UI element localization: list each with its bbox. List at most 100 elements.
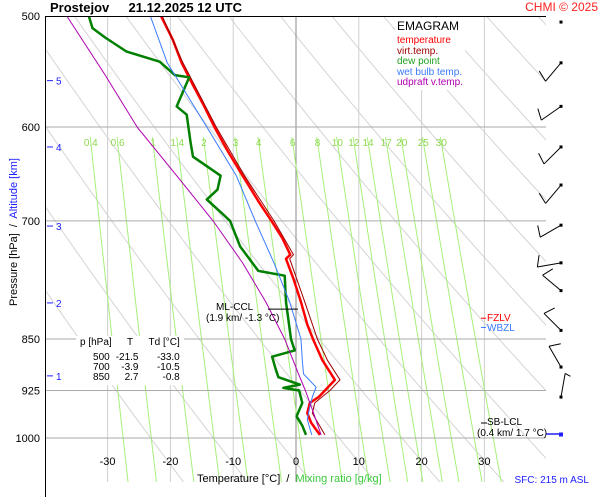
x-axis-label: Temperature [°C] / Mixing ratio [g/kg] — [197, 473, 382, 485]
mixing-ratio-label: 20 — [396, 138, 408, 149]
series-virt-temp- — [161, 16, 341, 436]
mixing-ratio-label: 2 — [201, 138, 207, 149]
table-cell: 850 — [93, 372, 110, 383]
levels-table: p [hPa] T Td [°C] 500 -21.5 -33.0 700 -3… — [76, 336, 184, 385]
dry-adiabat — [578, 4, 600, 485]
mixing-ratio-label: 1.4 — [170, 138, 184, 149]
mixing-ratio-label: 30 — [436, 138, 448, 149]
series-udpraft-v-temp- — [66, 16, 322, 436]
legend-title: EMAGRAM — [397, 19, 460, 33]
legend-temperature: temperature — [397, 35, 451, 46]
mixing-ratio-line — [116, 137, 157, 482]
altitude-tick-label: 5 — [56, 77, 62, 88]
altitude-tick-label: 3 — [56, 222, 62, 233]
wind-barb-staff — [560, 373, 566, 398]
temperature-axis-label: Temperature [°C] — [197, 473, 281, 485]
dry-adiabat — [73, 16, 441, 482]
wind-barb-flag — [538, 192, 546, 204]
wind-barb-staff — [542, 274, 562, 292]
dry-adiabat — [485, 16, 546, 83]
table-cell: -3.9 — [121, 362, 139, 373]
wbzl-label: WBZL — [487, 323, 515, 334]
mixing-ratio-line — [291, 136, 343, 482]
wind-barb-staff — [537, 262, 562, 268]
wind-barb-flag — [538, 153, 545, 165]
mixing-ratio-axis-label: Mixing ratio [g/kg] — [295, 473, 382, 485]
sb-lcl-label: SB-LCL (0.4 km/ 1.7 °C) — [477, 417, 547, 439]
legend-virt-temp: virt.temp. — [397, 45, 439, 57]
mixing-ratio-label: 4 — [256, 138, 262, 149]
x-tick-label: 30 — [478, 456, 490, 468]
wind-barb-flag — [542, 268, 554, 276]
y-tick-label: 700 — [22, 216, 40, 228]
series-temperature — [159, 16, 337, 436]
copyright: CHMI © 2025 — [525, 0, 598, 14]
legend-wet-bulb: wet bulb temp. — [397, 66, 463, 78]
mixing-ratio-label: 12 — [348, 138, 360, 149]
table-header: T — [127, 337, 134, 348]
mixing-ratio-label: 0.6 — [111, 138, 125, 149]
table-row: 500 -21.5 -33.0 — [76, 350, 184, 363]
mixing-ratio-line — [366, 136, 424, 482]
wind-barb-flag — [548, 343, 561, 347]
x-tick-label: 0 — [293, 456, 299, 468]
mixing-ratio-line — [176, 137, 221, 482]
pressure-axis-label: Pressure [hPa] — [8, 233, 20, 306]
ml-ccl-title: ML-CCL — [216, 302, 254, 313]
mixing-ratio-line — [257, 136, 307, 482]
ml-ccl-detail: (1.9 km/ -1.3 °C) — [206, 313, 280, 324]
dry-adiabat — [176, 16, 546, 459]
wind-barb-station — [559, 61, 563, 65]
ml-ccl-label: ML-CCL (1.9 km/ -1.3 °C) — [206, 302, 279, 324]
dry-adiabat — [46, 290, 185, 482]
y-tick-label: 925 — [22, 386, 40, 398]
table-cell: -10.5 — [156, 362, 180, 373]
wind-barb-flag — [537, 225, 541, 238]
wind-barb-station — [559, 20, 563, 24]
wind-barb-flag — [537, 108, 542, 121]
wind-barb-staff — [543, 146, 562, 165]
altitude-tick-label: 2 — [56, 299, 62, 310]
datetime: 21.12.2025 12 UTC — [128, 0, 242, 15]
table-row: 700 -3.9 -10.5 — [76, 363, 184, 373]
dry-adiabat — [46, 206, 249, 482]
table-cell: 2.7 — [124, 372, 139, 383]
mixing-ratio-line — [151, 137, 195, 482]
dry-adiabat — [537, 16, 546, 26]
mixing-ratio-label: 8 — [315, 138, 321, 149]
chart-title: Prostejov 21.12.2025 12 UTC — [50, 0, 242, 15]
dry-adiabat — [434, 16, 546, 141]
dry-adiabat — [228, 16, 546, 392]
wind-barb-staff — [541, 105, 562, 121]
legend-dew-point: dew point — [397, 56, 440, 67]
wind-barb-staff — [545, 62, 562, 82]
x-tick-label: -10 — [225, 456, 241, 468]
table-cell: 700 — [93, 362, 110, 373]
mixing-ratio-line — [336, 136, 391, 482]
mixing-ratio-label: 10 — [332, 138, 344, 149]
surface-wind-station — [559, 432, 563, 437]
y-axis-label: Pressure [hPa] / Altitude [km] — [8, 122, 20, 342]
y-tick-label: 1000 — [16, 433, 40, 445]
mixing-ratio-label: 3 — [233, 138, 239, 149]
mixing-ratio-line — [421, 136, 483, 482]
dry-adiabat — [331, 16, 546, 263]
x-tick-label: -20 — [162, 456, 178, 468]
wind-barb-flag — [538, 70, 546, 82]
mixing-ratio-line — [352, 136, 409, 482]
table-cell: -33.0 — [156, 352, 180, 363]
wind-barb-flag — [536, 255, 540, 268]
y-tick-label: 500 — [22, 11, 40, 23]
wind-barb-staff — [539, 224, 562, 238]
dry-adiabat — [46, 126, 313, 482]
dry-adiabat — [46, 49, 377, 482]
mixing-ratio-label: 1 — [150, 138, 156, 149]
x-tick-label: -30 — [100, 456, 116, 468]
mixing-ratio-label: 6 — [290, 138, 296, 149]
mixing-ratio-label: 0.4 — [84, 138, 98, 149]
station-name: Prostejov — [50, 0, 110, 15]
axis-separator: / — [286, 473, 290, 485]
wind-barb-flag — [543, 307, 555, 314]
y-tick-label: 850 — [22, 334, 40, 346]
